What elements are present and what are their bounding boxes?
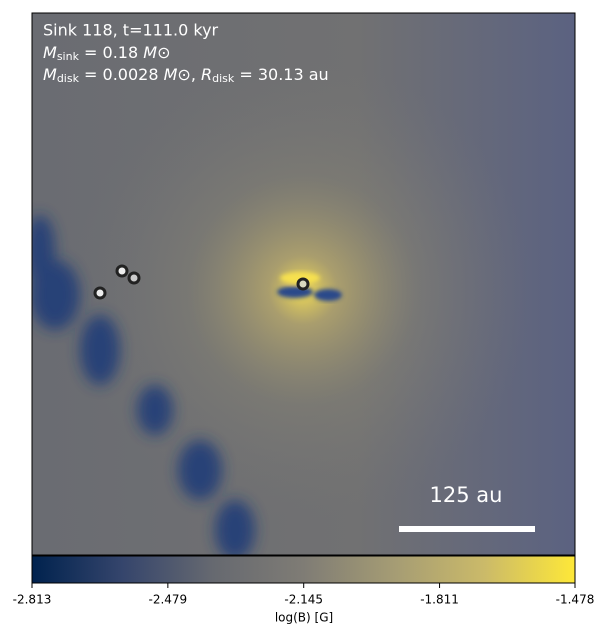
frame — [31, 12, 576, 556]
annotation-part: M — [43, 65, 57, 84]
field-image — [32, 13, 575, 555]
annotation-part: M — [164, 65, 178, 84]
annotation-part: , — [191, 65, 201, 84]
annotation-part: ⊙ — [157, 43, 170, 62]
annotation-line2: Msink = 0.18 M⊙ — [43, 43, 170, 64]
tick-label: -2.813 — [13, 593, 52, 607]
annotation-line1: Sink 118, t=111.0 kyr — [43, 21, 219, 40]
annotation-part: = 0.0028 — [79, 65, 164, 84]
annotation-part: sink — [57, 50, 80, 63]
colorbar — [31, 555, 576, 584]
tick-label: -2.145 — [284, 593, 323, 607]
tick-label: -1.811 — [420, 593, 459, 607]
tick-label: -1.478 — [556, 593, 595, 607]
annotation-line3: Mdisk = 0.0028 M⊙, Rdisk = 30.13 au — [43, 65, 329, 86]
annotation-part: ⊙ — [177, 65, 190, 84]
tick-label: -2.479 — [149, 593, 188, 607]
annotation-part: disk — [212, 72, 235, 85]
colorbar-ticks: -2.813 -2.479 -2.145 -1.811 -1.478 — [13, 583, 595, 607]
annotation-part: M — [43, 43, 57, 62]
colorbar-label: log(B) [G] — [275, 611, 333, 625]
sinks — [93, 264, 310, 300]
annotation-part: M — [143, 43, 157, 62]
annotation-part: disk — [57, 72, 80, 85]
annotation-part: = 0.18 — [79, 43, 143, 62]
scale-bar — [399, 526, 535, 532]
annotation-part: R — [201, 65, 212, 84]
scale-bar-label: 125 au — [430, 483, 503, 507]
annotation-part: = 30.13 au — [234, 65, 328, 84]
